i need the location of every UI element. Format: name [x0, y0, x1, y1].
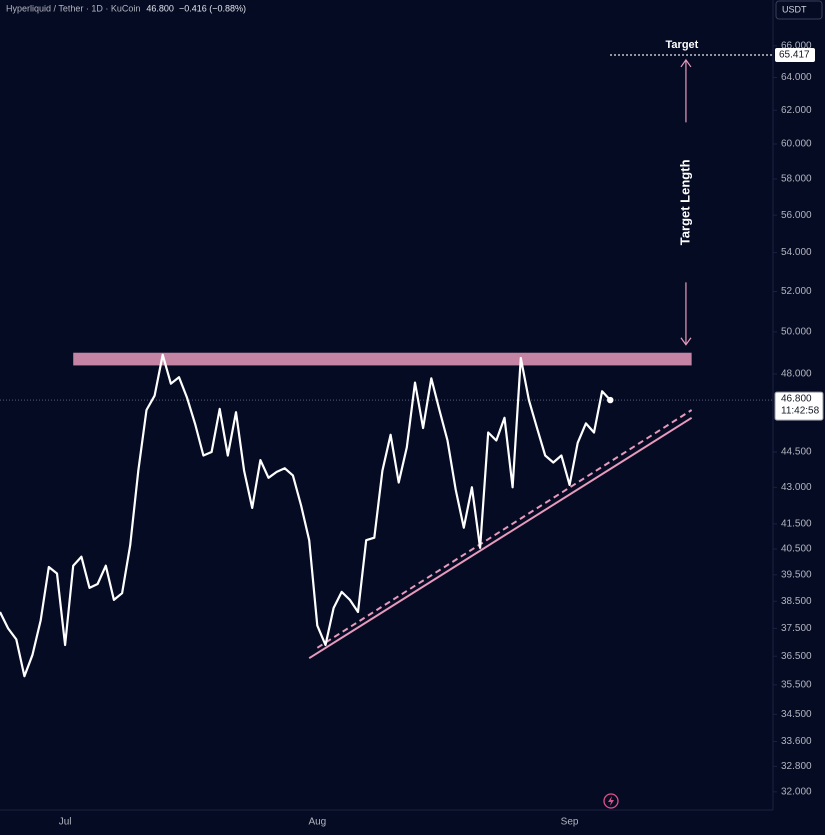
header: Hyperliquid / Tether · 1D · KuCoin	[6, 3, 140, 13]
target-tag-label: 65.417	[779, 50, 810, 61]
header-change: −0.416 (−0.88%)	[179, 3, 246, 13]
currency-box[interactable]	[775, 0, 823, 20]
y-tick-label: 39.500	[781, 569, 812, 580]
y-tick-label: 52.000	[781, 286, 812, 297]
y-tick-label: 48.000	[781, 369, 812, 380]
y-tick-label: 41.500	[781, 519, 812, 530]
target-tag	[775, 47, 815, 62]
price-line-series	[0, 353, 612, 678]
y-tick-label: 33.600	[781, 736, 812, 747]
resistance-zone	[73, 352, 692, 366]
y-tick-label: 37.500	[781, 623, 812, 634]
arrow-head	[680, 58, 692, 68]
trendline	[316, 409, 693, 649]
y-tick-label: 32.800	[781, 761, 812, 772]
arrow-head	[680, 337, 692, 346]
y-tick-label: 66.000	[781, 40, 812, 51]
y-tick-label: 32.000	[781, 786, 812, 797]
x-tick-label: Aug	[308, 817, 326, 828]
y-tick-label: 44.500	[781, 447, 812, 458]
price-tag-label: 46.800	[781, 394, 812, 405]
y-tick-label: 50.000	[781, 327, 812, 338]
trendline	[308, 416, 693, 660]
y-tick-label: 40.500	[781, 544, 812, 555]
y-tick-label: 36.500	[781, 651, 812, 662]
x-tick-label: Jul	[59, 817, 72, 828]
countdown: 11:42:58	[781, 406, 820, 417]
y-tick-label: 34.500	[781, 709, 812, 720]
y-tick-label: 43.000	[781, 482, 812, 493]
target-title: Target	[666, 39, 699, 51]
symbol: Hyperliquid / Tether · 1D · KuCoin	[6, 3, 140, 13]
y-tick-label: 64.000	[781, 72, 812, 83]
lightning-icon[interactable]	[603, 793, 619, 809]
y-tick-label: 60.000	[781, 139, 812, 150]
price-tag	[774, 391, 824, 421]
y-tick-label: 54.000	[781, 247, 812, 258]
target-length-label: Target Length	[677, 159, 692, 245]
currency[interactable]: USDT	[782, 4, 807, 14]
y-tick-label: 38.500	[781, 596, 812, 607]
last-point	[607, 396, 614, 404]
x-tick-label: Sep	[561, 817, 579, 828]
y-tick-label: 58.000	[781, 174, 812, 185]
y-tick-label: 56.000	[781, 210, 812, 221]
y-tick-label: 62.000	[781, 105, 812, 116]
y-tick-label: 35.500	[781, 679, 812, 690]
header-price: 46.800	[146, 3, 174, 13]
